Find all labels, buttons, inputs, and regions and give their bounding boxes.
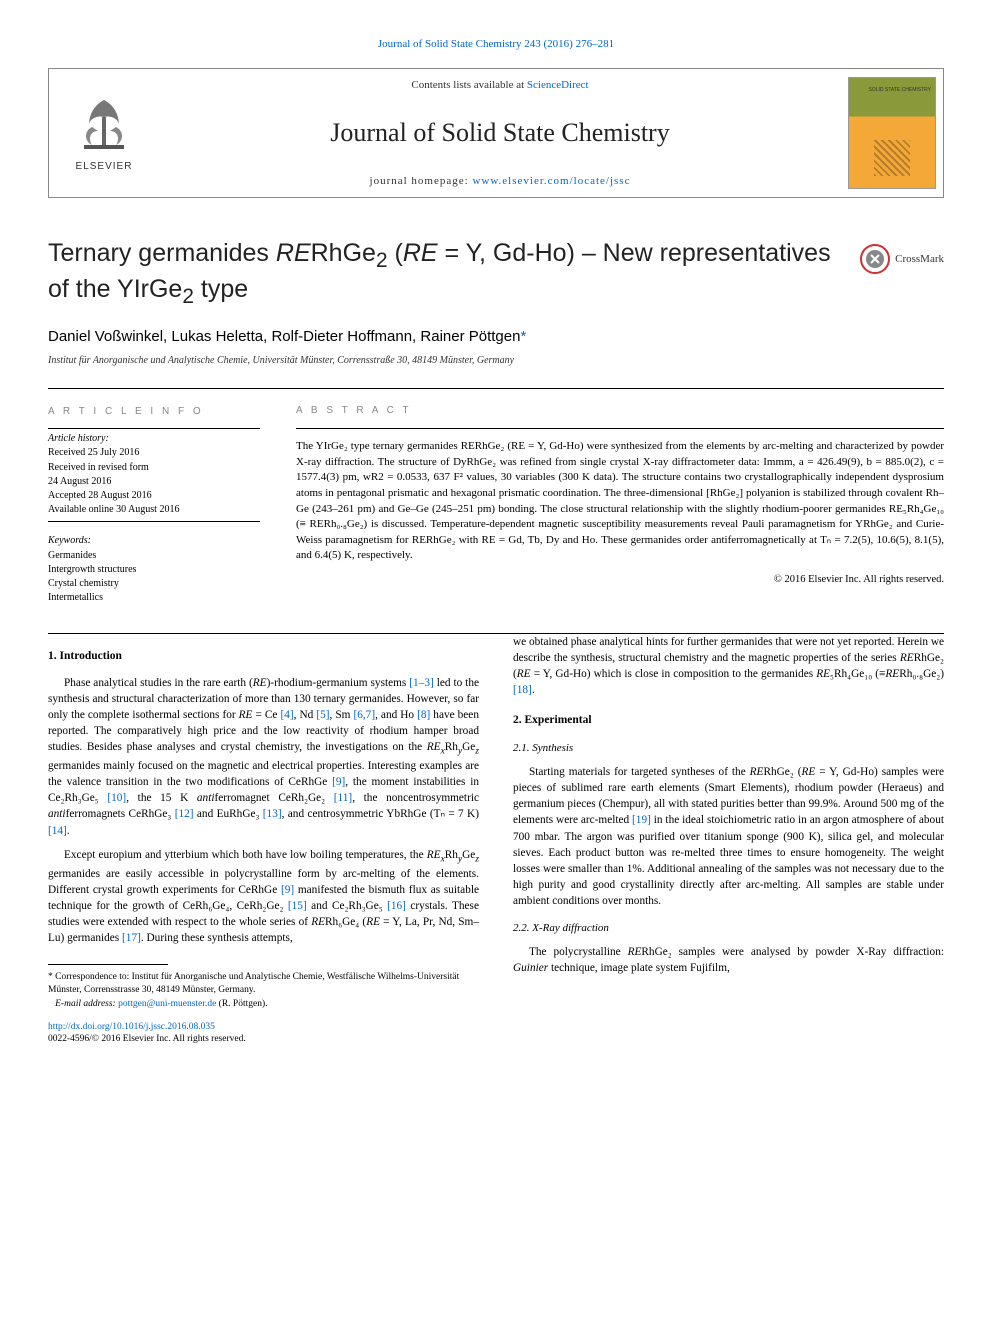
- article-title: Ternary germanides RERhGe2 (RE = Y, Gd-H…: [48, 238, 846, 310]
- elsevier-logo[interactable]: ELSEVIER: [74, 95, 134, 172]
- authors: Daniel Voßwinkel, Lukas Heletta, Rolf-Di…: [48, 328, 944, 345]
- cover-label: SOLID STATE CHEMISTRY: [868, 88, 931, 94]
- journal-ref-link[interactable]: Journal of Solid State Chemistry 243 (20…: [378, 38, 614, 50]
- ref-link[interactable]: [8]: [417, 709, 430, 721]
- history-line: 24 August 2016: [48, 475, 260, 489]
- info-rule-2: [48, 521, 260, 522]
- ref-link[interactable]: [16]: [387, 900, 406, 912]
- journal-homepage-link[interactable]: www.elsevier.com/locate/jssc: [472, 175, 630, 187]
- crossmark-text: CrossMark: [895, 253, 944, 265]
- article-info: A R T I C L E I N F O Article history: R…: [48, 405, 260, 605]
- email-footnote: E-mail address: pottgen@uni-muenster.de …: [48, 998, 479, 1011]
- affiliation: Institut für Anorganische und Analytisch…: [48, 355, 944, 366]
- info-rule-1: [48, 428, 260, 429]
- history-line: Received in revised form: [48, 461, 260, 475]
- abstract: A B S T R A C T The YIrGe₂ type ternary …: [296, 405, 944, 605]
- column-right: we obtained phase analytical hints for f…: [513, 634, 944, 1046]
- journal-name: Journal of Solid State Chemistry: [330, 118, 669, 148]
- keyword: Crystal chemistry: [48, 577, 260, 591]
- article-info-heading: A R T I C L E I N F O: [48, 405, 260, 419]
- s21-p1: Starting materials for targeted synthese…: [513, 764, 944, 908]
- ref-link[interactable]: [13]: [263, 808, 282, 820]
- doi-block: http://dx.doi.org/10.1016/j.jssc.2016.08…: [48, 1021, 479, 1047]
- cover-pattern: [874, 140, 910, 176]
- abstract-heading: A B S T R A C T: [296, 405, 944, 416]
- doi-link[interactable]: http://dx.doi.org/10.1016/j.jssc.2016.08…: [48, 1022, 215, 1032]
- ref-link[interactable]: [19]: [632, 814, 651, 826]
- ref-link[interactable]: [1–3]: [409, 677, 433, 689]
- s1-p2: Except europium and ytterbium which both…: [48, 847, 479, 947]
- ref-link[interactable]: [12]: [175, 808, 194, 820]
- section-1-heading: 1. Introduction: [48, 648, 479, 664]
- ref-link[interactable]: [5]: [316, 709, 329, 721]
- journal-cover[interactable]: SOLID STATE CHEMISTRY: [848, 77, 936, 189]
- section-2-1-heading: 2.1. Synthesis: [513, 741, 944, 757]
- ref-link[interactable]: [9]: [281, 884, 294, 896]
- publisher-logo-area: ELSEVIER: [49, 69, 159, 197]
- crossmark-icon: [860, 244, 890, 274]
- history-line: Accepted 28 August 2016: [48, 489, 260, 503]
- abstract-text: The YIrGe₂ type ternary germanides RERhG…: [296, 439, 944, 564]
- homepage-line: journal homepage: www.elsevier.com/locat…: [370, 175, 631, 187]
- abstract-copyright: © 2016 Elsevier Inc. All rights reserved…: [296, 574, 944, 585]
- ref-link[interactable]: [10]: [107, 792, 126, 804]
- history-line: Received 25 July 2016: [48, 446, 260, 460]
- col2-p1: we obtained phase analytical hints for f…: [513, 634, 944, 698]
- section-2-heading: 2. Experimental: [513, 712, 944, 728]
- email-link[interactable]: pottgen@uni-muenster.de: [118, 999, 216, 1009]
- corresponding-mark[interactable]: *: [520, 328, 526, 345]
- elsevier-text: ELSEVIER: [76, 161, 133, 172]
- issn-copyright: 0022-4596/© 2016 Elsevier Inc. All right…: [48, 1034, 246, 1044]
- s1-p1: Phase analytical studies in the rare ear…: [48, 675, 479, 839]
- abstract-rule: [296, 428, 944, 429]
- ref-link[interactable]: [6,7]: [353, 709, 375, 721]
- keyword: Germanides: [48, 549, 260, 563]
- elsevier-tree-icon: [74, 95, 134, 157]
- section-2-2-heading: 2.2. X-Ray diffraction: [513, 921, 944, 937]
- ref-link[interactable]: [15]: [288, 900, 307, 912]
- top-divider: [48, 388, 944, 389]
- sciencedirect-link[interactable]: ScienceDirect: [527, 79, 589, 91]
- journal-cover-area: SOLID STATE CHEMISTRY: [841, 69, 943, 197]
- ref-link[interactable]: [18]: [513, 684, 532, 696]
- keyword: Intermetallics: [48, 591, 260, 605]
- footnote-rule: [48, 964, 168, 965]
- column-left: 1. Introduction Phase analytical studies…: [48, 634, 479, 1046]
- s22-p1: The polycrystalline RERhGe₂ samples were…: [513, 944, 944, 976]
- header-center: Contents lists available at ScienceDirec…: [159, 69, 841, 197]
- page-header-ref: Journal of Solid State Chemistry 243 (20…: [48, 38, 944, 50]
- keywords-label: Keywords:: [48, 534, 260, 548]
- correspondence-footnote: * Correspondence to: Institut für Anorga…: [48, 971, 479, 997]
- ref-link[interactable]: [17]: [122, 932, 141, 944]
- ref-link[interactable]: [9]: [332, 776, 345, 788]
- crossmark-badge[interactable]: CrossMark: [860, 244, 944, 274]
- history-line: Available online 30 August 2016: [48, 503, 260, 517]
- ref-link[interactable]: [4]: [280, 709, 293, 721]
- ref-link[interactable]: [14]: [48, 825, 67, 837]
- journal-header-box: ELSEVIER Contents lists available at Sci…: [48, 68, 944, 198]
- history-label: Article history:: [48, 432, 260, 446]
- ref-link[interactable]: [11]: [334, 792, 352, 804]
- keyword: Intergrowth structures: [48, 563, 260, 577]
- contents-line: Contents lists available at ScienceDirec…: [411, 79, 588, 91]
